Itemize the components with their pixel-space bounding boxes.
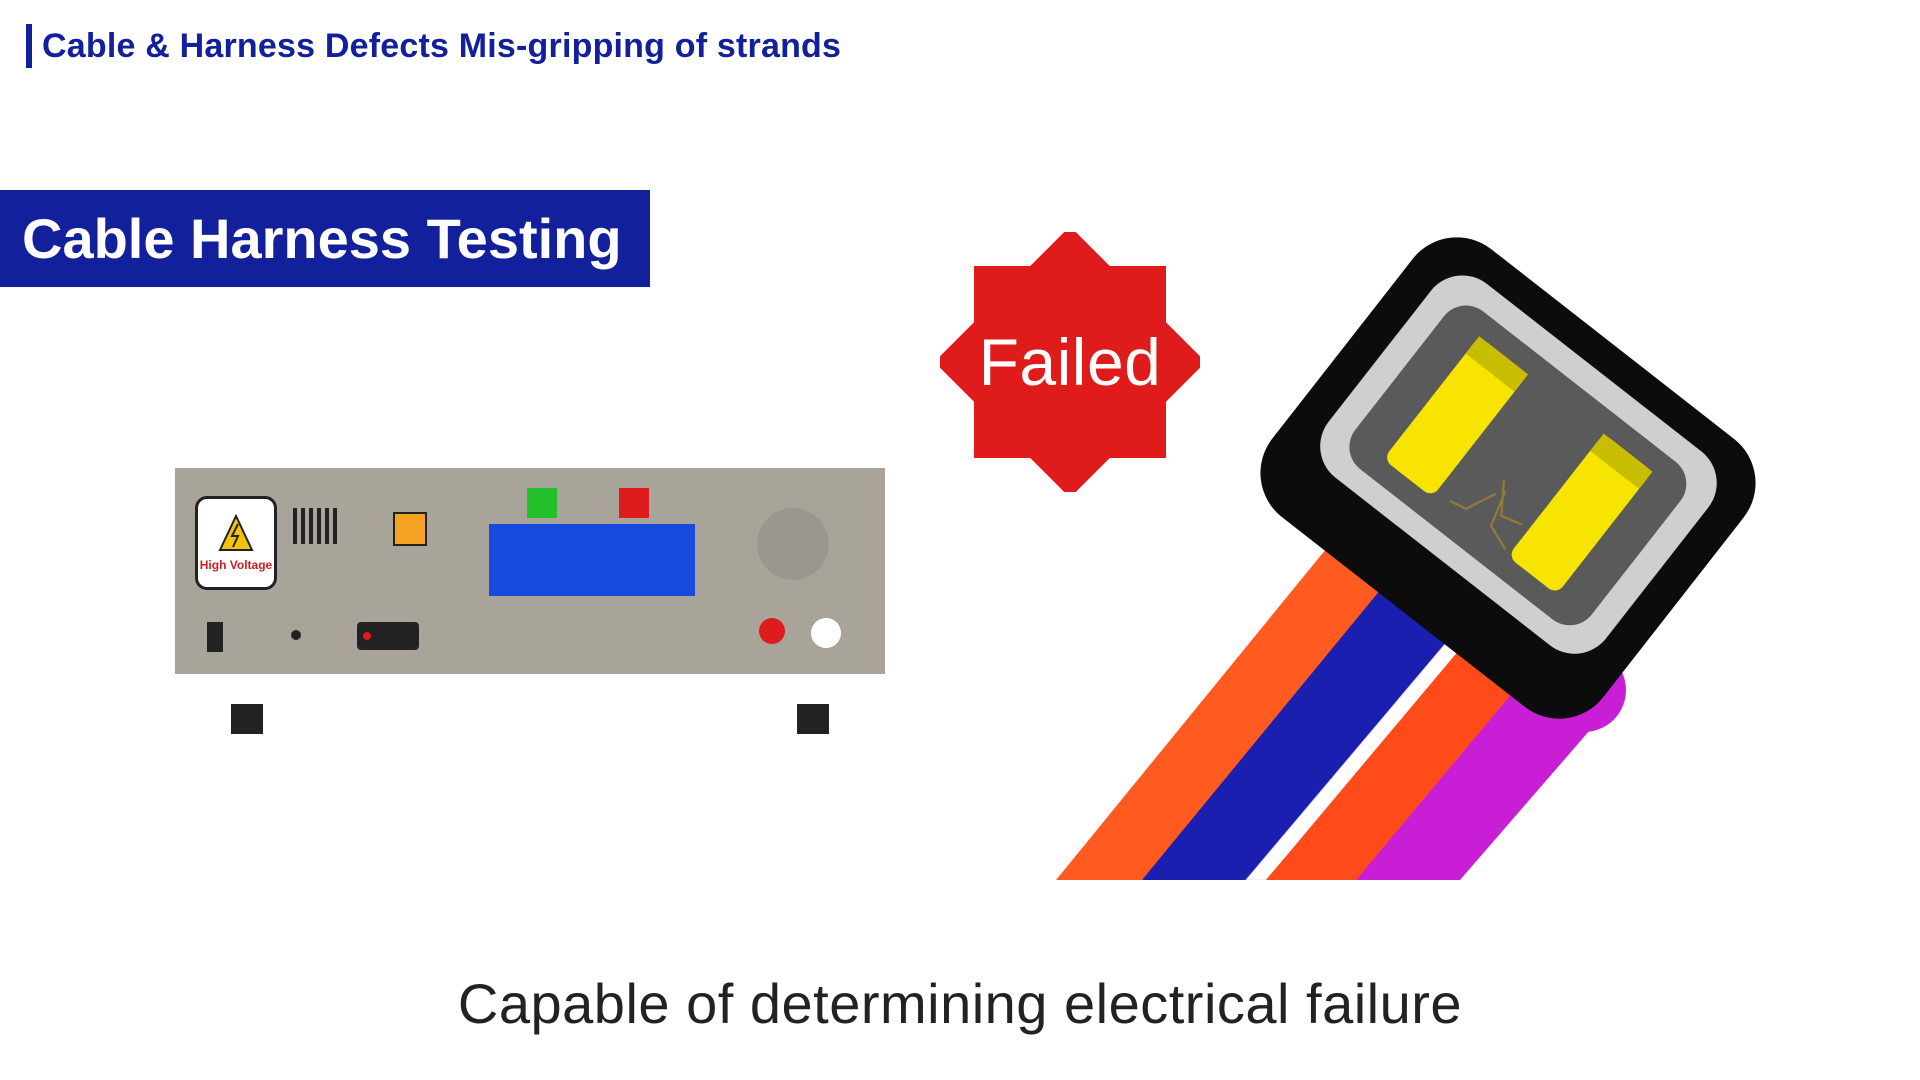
lightning-icon (216, 514, 256, 554)
title-banner-text: Cable Harness Testing (22, 206, 622, 271)
breadcrumb-accent-bar (26, 24, 32, 68)
output-white-icon (811, 618, 841, 648)
tester-device: High Voltage (175, 468, 885, 704)
high-voltage-text: High Voltage (200, 558, 272, 572)
high-voltage-warning-label: High Voltage (195, 496, 277, 590)
output-red-icon (759, 618, 785, 644)
power-port-icon (207, 622, 223, 652)
breadcrumb-text: Cable & Harness Defects Mis-gripping of … (42, 27, 841, 66)
caption-text: Capable of determining electrical failur… (0, 971, 1920, 1036)
tester-foot-left-icon (231, 704, 263, 734)
vent-slots-icon (293, 508, 337, 544)
lcd-screen-icon (489, 524, 695, 596)
orange-button-icon (393, 512, 427, 546)
tester-body: High Voltage (175, 468, 885, 674)
connector-svg (1056, 200, 1786, 880)
cable-connector (1056, 200, 1786, 880)
jack-dot-icon (291, 630, 301, 640)
rocker-switch-icon (357, 622, 419, 650)
red-led-icon (619, 488, 649, 518)
title-banner: Cable Harness Testing (0, 190, 650, 287)
rotary-dial-icon (757, 508, 829, 580)
slide-root: Cable & Harness Defects Mis-gripping of … (0, 0, 1920, 1080)
breadcrumb: Cable & Harness Defects Mis-gripping of … (26, 24, 841, 68)
green-led-icon (527, 488, 557, 518)
tester-foot-right-icon (797, 704, 829, 734)
